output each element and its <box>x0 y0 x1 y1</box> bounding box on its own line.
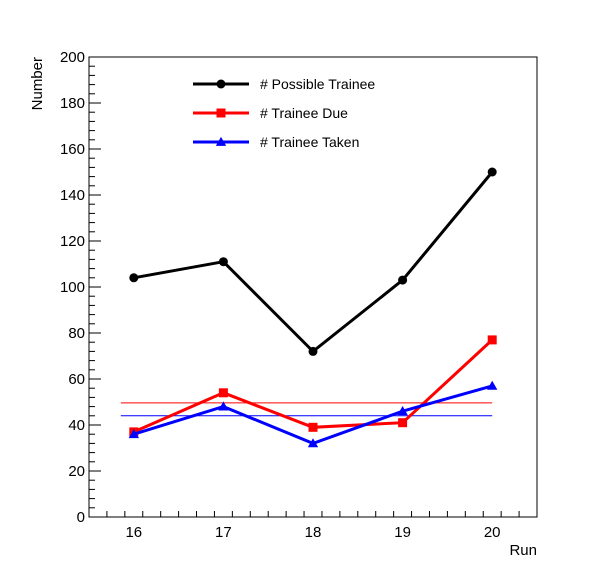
y-tick-label: 0 <box>77 509 85 526</box>
y-tick-label: 140 <box>60 187 85 204</box>
y-axis: 0 20 40 60 80 100 120 140 160 180 200 <box>60 49 101 526</box>
legend-label: # Possible Trainee <box>260 76 375 92</box>
y-tick-label: 180 <box>60 95 85 112</box>
data-point <box>218 257 228 267</box>
y-tick-label: 60 <box>68 371 85 388</box>
y-tick-label: 160 <box>60 141 85 158</box>
legend: # Possible Trainee # Trainee Due # Trainee… <box>193 76 375 150</box>
y-tick-label: 100 <box>60 279 85 296</box>
y-tick-label: 200 <box>60 49 85 66</box>
legend-label: # Trainee Taken <box>260 134 359 150</box>
series-layer <box>128 167 498 448</box>
data-point <box>398 418 408 428</box>
y-tick-label: 20 <box>68 463 85 480</box>
y-tick-label: 40 <box>68 417 85 434</box>
legend-label: # Trainee Due <box>260 105 348 121</box>
data-point <box>308 422 318 432</box>
data-point <box>216 79 226 89</box>
data-point <box>487 335 497 345</box>
data-point <box>398 275 408 285</box>
series-trainee-taken <box>128 380 498 448</box>
x-axis: 16 17 18 19 20 <box>88 511 538 541</box>
x-axis-title: Run <box>509 542 537 559</box>
data-point <box>128 429 139 439</box>
data-point <box>308 346 318 356</box>
data-point <box>397 406 408 416</box>
data-point <box>216 108 226 118</box>
plot-frame <box>88 56 538 518</box>
data-point <box>129 273 139 283</box>
data-point <box>215 136 227 146</box>
series-line <box>133 384 493 446</box>
y-axis-title: Number <box>29 57 46 110</box>
legend-item: # Possible Trainee <box>193 76 375 92</box>
x-tick-label: 20 <box>484 524 501 541</box>
data-point <box>487 167 497 177</box>
y-tick-label: 80 <box>68 325 85 342</box>
x-tick-label: 16 <box>125 524 142 541</box>
x-tick-label: 17 <box>215 524 232 541</box>
legend-item: # Trainee Taken <box>193 134 359 150</box>
series-possible-trainee <box>129 167 497 356</box>
data-point <box>487 380 498 390</box>
x-tick-label: 19 <box>394 524 411 541</box>
series-line <box>133 171 494 354</box>
y-tick-label: 120 <box>60 233 85 250</box>
x-tick-label: 18 <box>305 524 322 541</box>
legend-item: # Trainee Due <box>193 105 348 121</box>
data-point <box>218 388 228 398</box>
data-point <box>218 401 229 411</box>
data-point <box>307 438 319 448</box>
